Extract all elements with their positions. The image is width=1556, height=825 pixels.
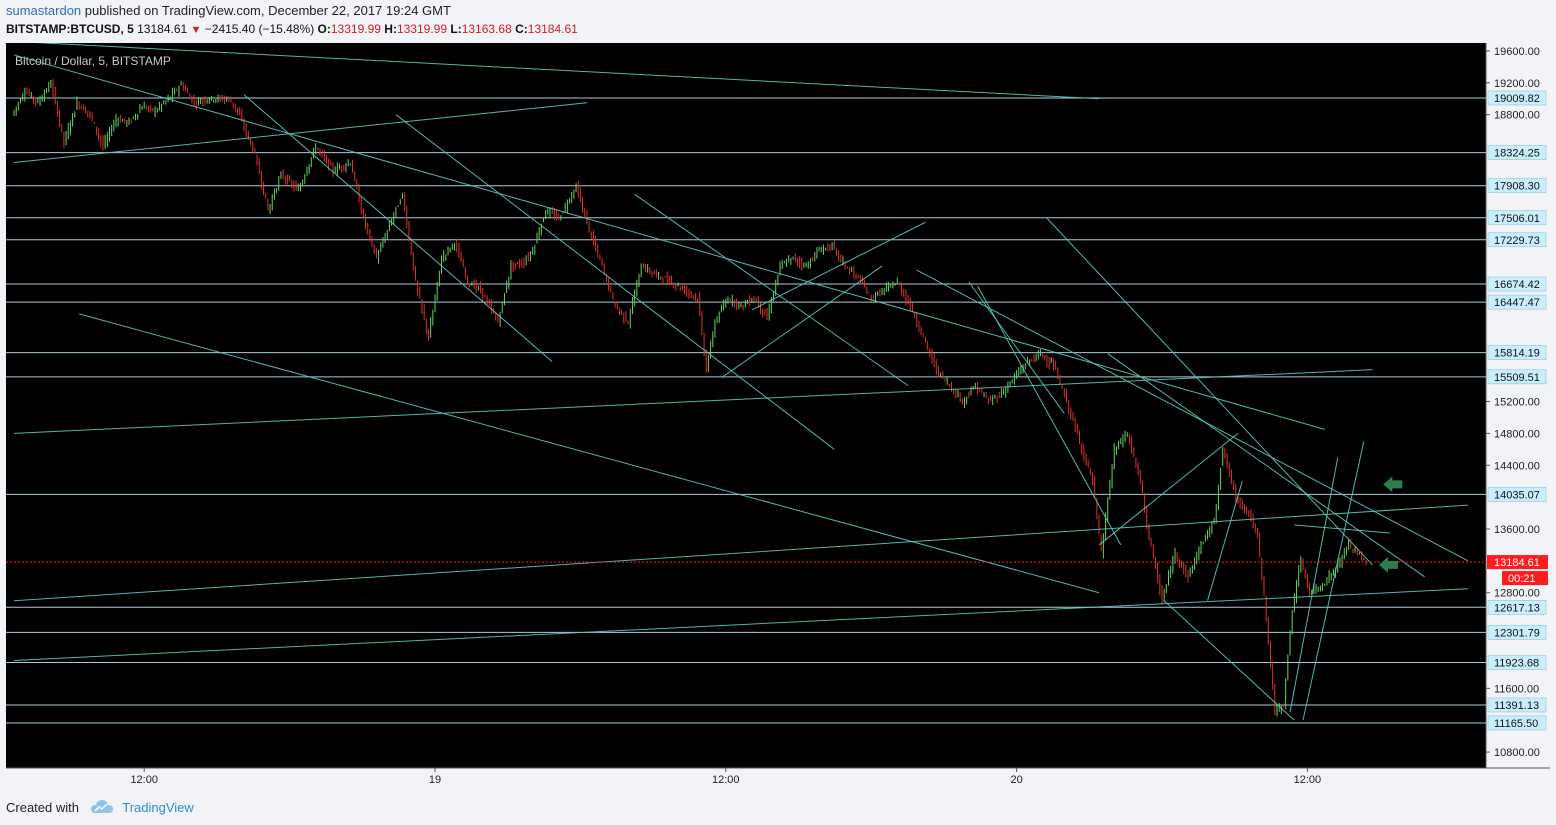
open-value: 13319.99 xyxy=(330,22,381,36)
level-label: 18324.25 xyxy=(1494,148,1540,160)
created-with-text: Created with xyxy=(6,800,79,815)
y-tick-label: 12800.00 xyxy=(1494,588,1540,600)
level-label-box xyxy=(1487,178,1547,193)
last-price: 13184.61 xyxy=(137,22,188,36)
y-tick-label: 19200.00 xyxy=(1494,78,1540,90)
y-tick-label: 10800.00 xyxy=(1494,747,1540,759)
low-label: L: xyxy=(450,22,462,36)
x-tick-label: 12:00 xyxy=(1294,774,1322,786)
author-link[interactable]: sumastardon xyxy=(6,3,82,18)
candles xyxy=(13,79,1367,717)
level-label-box xyxy=(1487,697,1547,713)
open-label: O: xyxy=(317,22,331,36)
x-tick-label: 19 xyxy=(429,774,441,786)
level-label: 12301.79 xyxy=(1494,627,1540,639)
level-label: 19009.82 xyxy=(1494,93,1540,105)
trend-line xyxy=(1302,441,1365,721)
arrow-icon xyxy=(1378,556,1398,573)
trend-line xyxy=(78,313,1100,594)
tradingview-link[interactable]: TradingView xyxy=(122,800,194,815)
level-label-box xyxy=(1487,210,1547,226)
countdown-box xyxy=(1502,571,1548,586)
high-value: 13319.99 xyxy=(396,22,448,36)
trend-line xyxy=(1098,432,1239,546)
trend-line xyxy=(243,94,553,363)
level-label-box xyxy=(1487,487,1547,502)
trend-line xyxy=(34,43,1100,100)
level-label-box xyxy=(1487,276,1547,292)
trend-line xyxy=(395,114,835,450)
y-tick-label: 14400.00 xyxy=(1494,460,1540,472)
y-tick-label: 11600.00 xyxy=(1494,683,1539,695)
y-tick-label: 13600.00 xyxy=(1494,524,1540,536)
level-label: 17229.73 xyxy=(1494,235,1540,247)
publish-line: sumastardon published on TradingView.com… xyxy=(6,3,451,18)
y-tick-label: 18800.00 xyxy=(1494,110,1540,122)
trend-line xyxy=(13,588,1468,661)
change-value: −2415.40 (−15.48%) xyxy=(204,22,315,36)
trend-line xyxy=(1289,457,1339,713)
level-label-box xyxy=(1487,90,1547,106)
high-label: H: xyxy=(384,22,397,36)
trend-line xyxy=(13,504,1468,602)
x-tick-label: 12:00 xyxy=(712,774,740,786)
last-price-label: 13184.61 xyxy=(1494,557,1540,569)
chart-title: Bitcoin / Dollar, 5, BITSTAMP xyxy=(15,54,171,68)
trend-line xyxy=(751,221,926,311)
level-label: 16447.47 xyxy=(1494,297,1540,309)
level-label: 12617.13 xyxy=(1494,602,1540,614)
published-text: published on TradingView.com, December 2… xyxy=(84,3,451,18)
level-label: 17506.01 xyxy=(1494,213,1540,225)
level-label: 14035.07 xyxy=(1494,489,1540,501)
level-label: 11923.68 xyxy=(1494,658,1539,670)
y-tick-label: 15200.00 xyxy=(1494,397,1540,409)
last-price-box xyxy=(1487,555,1548,570)
countdown-label: 00:21 xyxy=(1508,573,1536,585)
trend-line xyxy=(977,285,1122,546)
level-label-box xyxy=(1487,369,1547,385)
trend-line xyxy=(916,269,1469,562)
symbol-info-line: BITSTAMP:BTCUSD, 5 13184.61 ▼ −2415.40 (… xyxy=(6,22,578,36)
level-label-box xyxy=(1487,145,1547,160)
y-tick-label: 14800.00 xyxy=(1494,428,1540,440)
tradingview-logo-icon xyxy=(90,800,113,817)
level-label: 15509.51 xyxy=(1494,372,1540,384)
trend-line xyxy=(721,265,883,379)
level-label-box xyxy=(1487,294,1547,310)
trend-line xyxy=(634,193,909,386)
trend-line xyxy=(13,102,587,164)
level-label-box xyxy=(1487,715,1547,731)
trend-line xyxy=(1107,353,1425,578)
trend-line xyxy=(1163,600,1295,721)
level-label: 11391.13 xyxy=(1494,700,1539,712)
trend-line xyxy=(1207,481,1243,601)
x-tick-label: 12:00 xyxy=(130,774,158,786)
footer: Created with TradingView xyxy=(6,800,194,817)
trend-line xyxy=(968,281,1065,414)
trend-line xyxy=(1046,217,1373,566)
level-label-box xyxy=(1487,600,1547,615)
trend-line xyxy=(13,54,1325,430)
y-tick-label: 19600.00 xyxy=(1494,46,1540,58)
level-label: 11165.50 xyxy=(1494,718,1538,730)
level-label: 17908.30 xyxy=(1494,181,1540,193)
plot-area xyxy=(6,43,1486,768)
close-value: 13184.61 xyxy=(527,22,578,36)
level-label: 15814.19 xyxy=(1494,348,1540,360)
symbol-label: BITSTAMP:BTCUSD, 5 xyxy=(6,22,134,36)
level-label-box xyxy=(1487,345,1547,360)
price-chart[interactable]: Bitcoin / Dollar, 5, BITSTAMP 19009.82 183… xyxy=(6,43,1550,789)
level-label: 16674.42 xyxy=(1494,279,1540,291)
low-value: 13163.68 xyxy=(461,22,512,36)
level-label-box xyxy=(1487,232,1547,248)
trend-line xyxy=(1294,524,1390,534)
close-label: C: xyxy=(515,22,528,36)
arrow-icon xyxy=(1383,476,1403,493)
level-label-box xyxy=(1487,625,1547,640)
level-label-box xyxy=(1487,655,1547,670)
down-arrow-icon: ▼ xyxy=(190,24,202,36)
price-axis xyxy=(1486,43,1550,768)
x-tick-label: 20 xyxy=(1010,774,1022,786)
